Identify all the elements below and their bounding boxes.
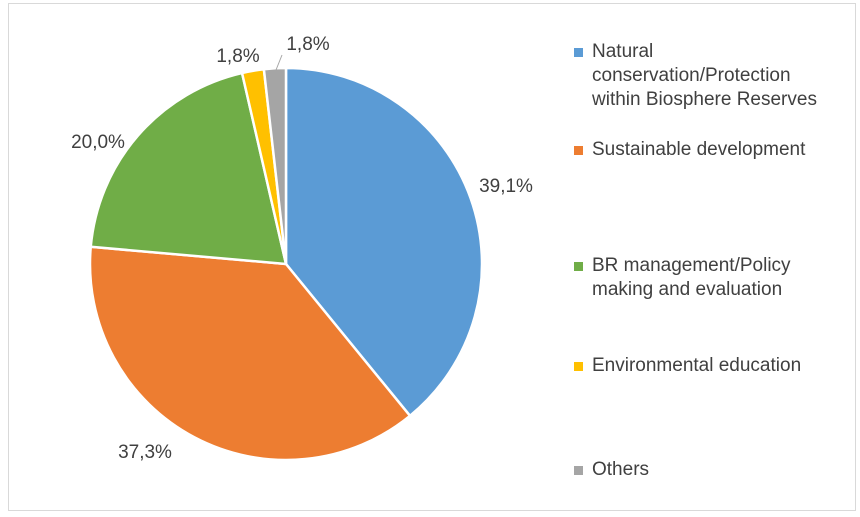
label-environmental-education: 1,8%	[216, 46, 259, 67]
slice-others	[262, 66, 288, 266]
slice-br-management	[89, 71, 288, 266]
legend-item-natural-conservation: Natural conservation/Protection within B…	[574, 40, 854, 112]
legend-item-others: Others	[574, 458, 854, 482]
slice-natural-conservation	[284, 66, 484, 418]
legend-swatch	[574, 262, 583, 271]
label-br-management: 20,0%	[71, 132, 125, 153]
legend: Natural conservation/Protection within B…	[574, 40, 856, 500]
data-labels: 39,1% 37,3% 20,0% 1,8% 1,8%	[71, 34, 533, 463]
label-sustainable-development: 37,3%	[118, 442, 172, 463]
legend-label: Others	[592, 459, 650, 480]
legend-label: BR management/Policy making and evaluati…	[592, 255, 791, 300]
label-others: 1,8%	[286, 34, 329, 55]
leader-lines	[275, 54, 283, 71]
legend-item-br-management: BR management/Policy making and evaluati…	[574, 254, 854, 302]
legend-label: Natural conservation/Protection within B…	[592, 41, 817, 110]
legend-swatch	[574, 146, 583, 155]
legend-swatch	[574, 48, 583, 57]
pie-slices	[88, 66, 484, 462]
legend-label: Sustainable development	[592, 139, 806, 160]
leader-line-others	[275, 54, 283, 71]
chart-frame	[8, 3, 856, 511]
label-natural-conservation: 39,1%	[479, 176, 533, 197]
slice-sustainable-development	[88, 245, 412, 462]
legend-label: Environmental education	[592, 355, 802, 376]
legend-item-sustainable-development: Sustainable development	[574, 138, 854, 162]
legend-swatch	[574, 362, 583, 371]
legend-item-environmental-education: Environmental education	[574, 354, 854, 378]
legend-swatch	[574, 466, 583, 475]
